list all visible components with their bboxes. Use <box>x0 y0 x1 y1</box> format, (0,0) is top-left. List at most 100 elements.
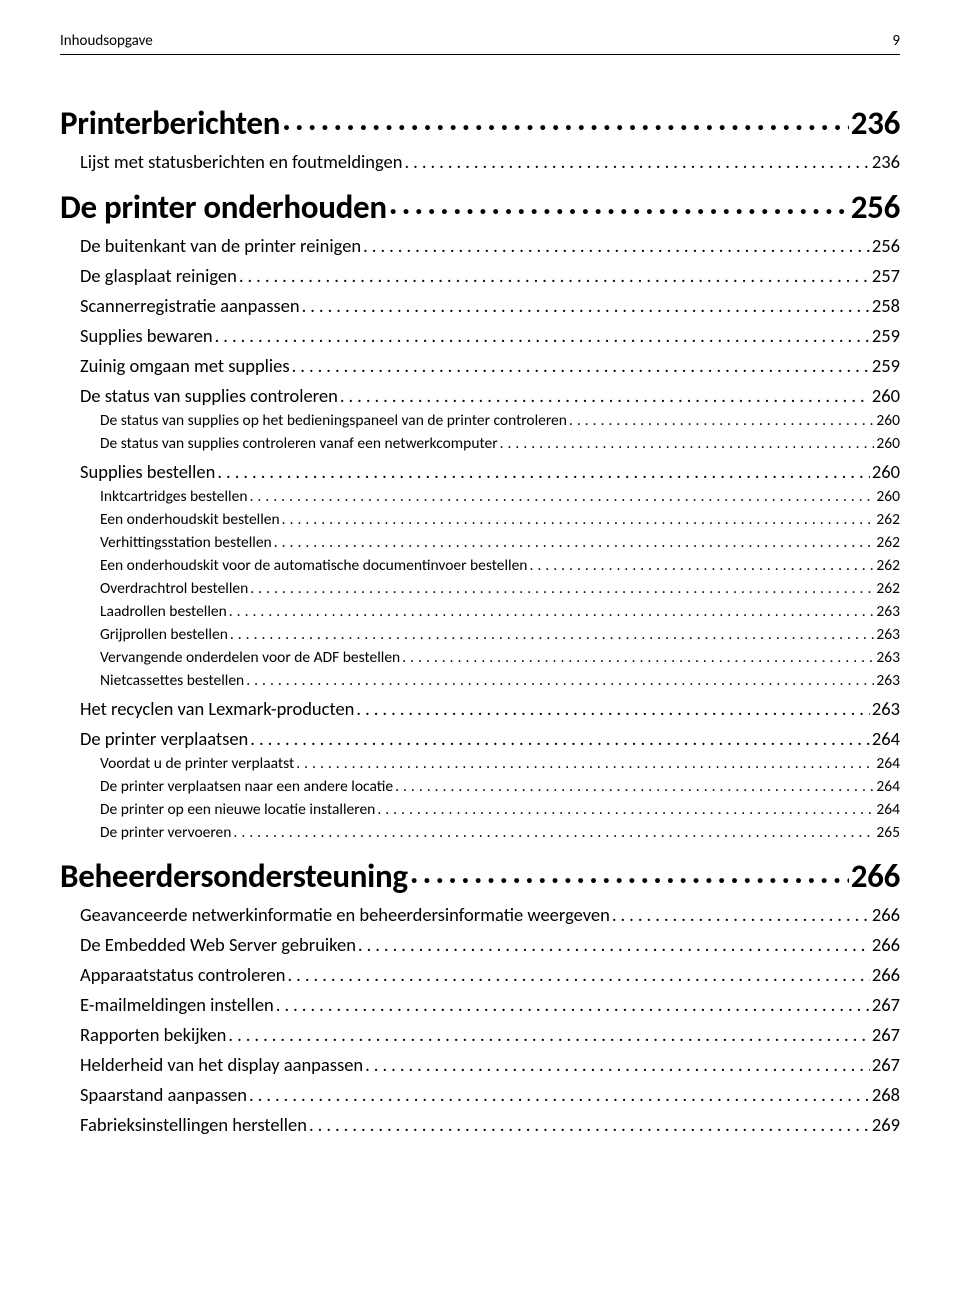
toc-dot-leaders <box>356 697 869 720</box>
toc-entry-page: 260 <box>872 384 900 407</box>
toc-entry: Apparaatstatus controleren266 <box>60 963 900 986</box>
toc-entry: Zuinig omgaan met supplies259 <box>60 354 900 377</box>
toc-entry-label: De Embedded Web Server gebruiken <box>80 933 356 956</box>
toc-entry-label: De printer verplaatsen naar een andere l… <box>100 777 393 796</box>
toc-entry-label: Grijprollen bestellen <box>100 625 228 644</box>
toc-entry-label: De status van supplies controleren <box>80 384 338 407</box>
toc-entry: De Embedded Web Server gebruiken 266 <box>60 933 900 956</box>
toc-dot-leaders <box>233 823 874 842</box>
toc-entry: Fabrieksinstellingen herstellen 269 <box>60 1113 900 1136</box>
toc-entry-label: Supplies bestellen <box>80 460 215 483</box>
toc-dot-leaders <box>309 1113 870 1136</box>
toc-entry-page: 236 <box>851 103 900 143</box>
toc-dot-leaders <box>529 556 874 575</box>
toc-entry-label: E-mailmeldingen instellen <box>80 993 274 1016</box>
toc-entry-page: 264 <box>872 727 900 750</box>
toc-entry-page: 267 <box>872 1023 900 1046</box>
toc-entry: Geavanceerde netwerkinformatie en beheer… <box>60 903 900 926</box>
toc-entry-label: De glasplaat reinigen <box>80 264 237 287</box>
toc-entry-page: 258 <box>872 294 900 317</box>
toc-dot-leaders <box>363 234 870 257</box>
toc-entry: De buitenkant van de printer reinigen256 <box>60 234 900 257</box>
toc-dot-leaders <box>274 533 875 552</box>
table-of-contents: Printerberichten236Lijst met statusberic… <box>60 103 900 1136</box>
toc-entry-page: 266 <box>872 933 900 956</box>
toc-entry: De printer vervoeren265 <box>60 823 900 842</box>
toc-dot-leaders <box>276 993 870 1016</box>
toc-entry-page: 260 <box>876 487 900 506</box>
toc-dot-leaders <box>500 434 875 453</box>
toc-dot-leaders <box>228 1023 869 1046</box>
toc-entry-label: Voordat u de printer verplaatst <box>100 754 294 773</box>
toc-entry: Voordat u de printer verplaatst264 <box>60 754 900 773</box>
toc-entry-page: 263 <box>876 648 900 667</box>
toc-entry-page: 262 <box>876 533 900 552</box>
toc-dot-leaders <box>296 754 874 773</box>
toc-entry-label: De status van supplies op het bedienings… <box>100 411 567 430</box>
toc-entry-page: 262 <box>876 510 900 529</box>
toc-entry-label: Overdrachtrol bestellen <box>100 579 248 598</box>
toc-entry: Spaarstand aanpassen 268 <box>60 1083 900 1106</box>
toc-dot-leaders <box>365 1053 870 1076</box>
toc-entry: De printer verplaatsen naar een andere l… <box>60 777 900 796</box>
toc-dot-leaders <box>250 579 874 598</box>
toc-dot-leaders <box>569 411 875 430</box>
toc-dot-leaders <box>239 264 870 287</box>
toc-entry-page: 266 <box>872 963 900 986</box>
toc-entry: De printer verplaatsen264 <box>60 727 900 750</box>
header-page-number: 9 <box>892 32 900 50</box>
toc-entry-label: Fabrieksinstellingen herstellen <box>80 1113 307 1136</box>
toc-entry-page: 257 <box>872 264 900 287</box>
toc-entry-label: Scannerregistratie aanpassen <box>80 294 300 317</box>
toc-entry: De status van supplies controleren vanaf… <box>60 434 900 453</box>
header-left: Inhoudsopgave <box>60 32 153 50</box>
toc-entry: De printer onderhouden256 <box>60 187 900 227</box>
toc-entry: Een onderhoudskit voor de automatische d… <box>60 556 900 575</box>
toc-entry-label: Nietcassettes bestellen <box>100 671 244 690</box>
toc-entry-label: De printer vervoeren <box>100 823 231 842</box>
toc-entry: Een onderhoudskit bestellen 262 <box>60 510 900 529</box>
toc-dot-leaders <box>230 625 875 644</box>
toc-dot-leaders <box>229 602 875 621</box>
toc-entry-page: 256 <box>872 234 900 257</box>
toc-entry-label: Zuinig omgaan met supplies <box>80 354 290 377</box>
toc-dot-leaders <box>402 648 874 667</box>
toc-entry-label: De printer op een nieuwe locatie install… <box>100 800 375 819</box>
toc-entry: E-mailmeldingen instellen 267 <box>60 993 900 1016</box>
toc-entry-page: 260 <box>876 434 900 453</box>
toc-entry: De status van supplies controleren 260 <box>60 384 900 407</box>
toc-entry-label: Supplies bewaren <box>80 324 213 347</box>
toc-dot-leaders <box>249 1083 870 1106</box>
toc-dot-leaders <box>292 354 870 377</box>
toc-entry-page: 264 <box>876 800 900 819</box>
toc-entry-page: 262 <box>876 579 900 598</box>
toc-dot-leaders <box>246 671 874 690</box>
toc-entry: Lijst met statusberichten en foutmelding… <box>60 150 900 173</box>
toc-dot-leaders <box>405 150 870 173</box>
toc-dot-leaders <box>377 800 874 819</box>
toc-entry: Inktcartridges bestellen260 <box>60 487 900 506</box>
toc-entry-page: 236 <box>872 150 900 173</box>
toc-entry: Laadrollen bestellen263 <box>60 602 900 621</box>
toc-entry: Verhittingsstation bestellen262 <box>60 533 900 552</box>
toc-entry: Supplies bewaren259 <box>60 324 900 347</box>
toc-entry-label: Laadrollen bestellen <box>100 602 227 621</box>
toc-entry: Scannerregistratie aanpassen 258 <box>60 294 900 317</box>
toc-entry-page: 268 <box>872 1083 900 1106</box>
toc-entry: Grijprollen bestellen263 <box>60 625 900 644</box>
toc-entry-page: 264 <box>876 777 900 796</box>
toc-dot-leaders <box>410 852 849 892</box>
page-header: Inhoudsopgave 9 <box>60 32 900 55</box>
toc-entry-label: Een onderhoudskit bestellen <box>100 510 280 529</box>
toc-dot-leaders <box>282 99 849 139</box>
toc-entry-label: Spaarstand aanpassen <box>80 1083 247 1106</box>
toc-entry-page: 267 <box>872 993 900 1016</box>
toc-entry: Het recyclen van Lexmark-producten263 <box>60 697 900 720</box>
toc-dot-leaders <box>302 294 870 317</box>
toc-entry: Nietcassettes bestellen263 <box>60 671 900 690</box>
toc-entry-label: De status van supplies controleren vanaf… <box>100 434 498 453</box>
toc-dot-leaders <box>612 903 870 926</box>
toc-entry-page: 269 <box>872 1113 900 1136</box>
toc-entry: Vervangende onderdelen voor de ADF beste… <box>60 648 900 667</box>
toc-entry-page: 260 <box>872 460 900 483</box>
